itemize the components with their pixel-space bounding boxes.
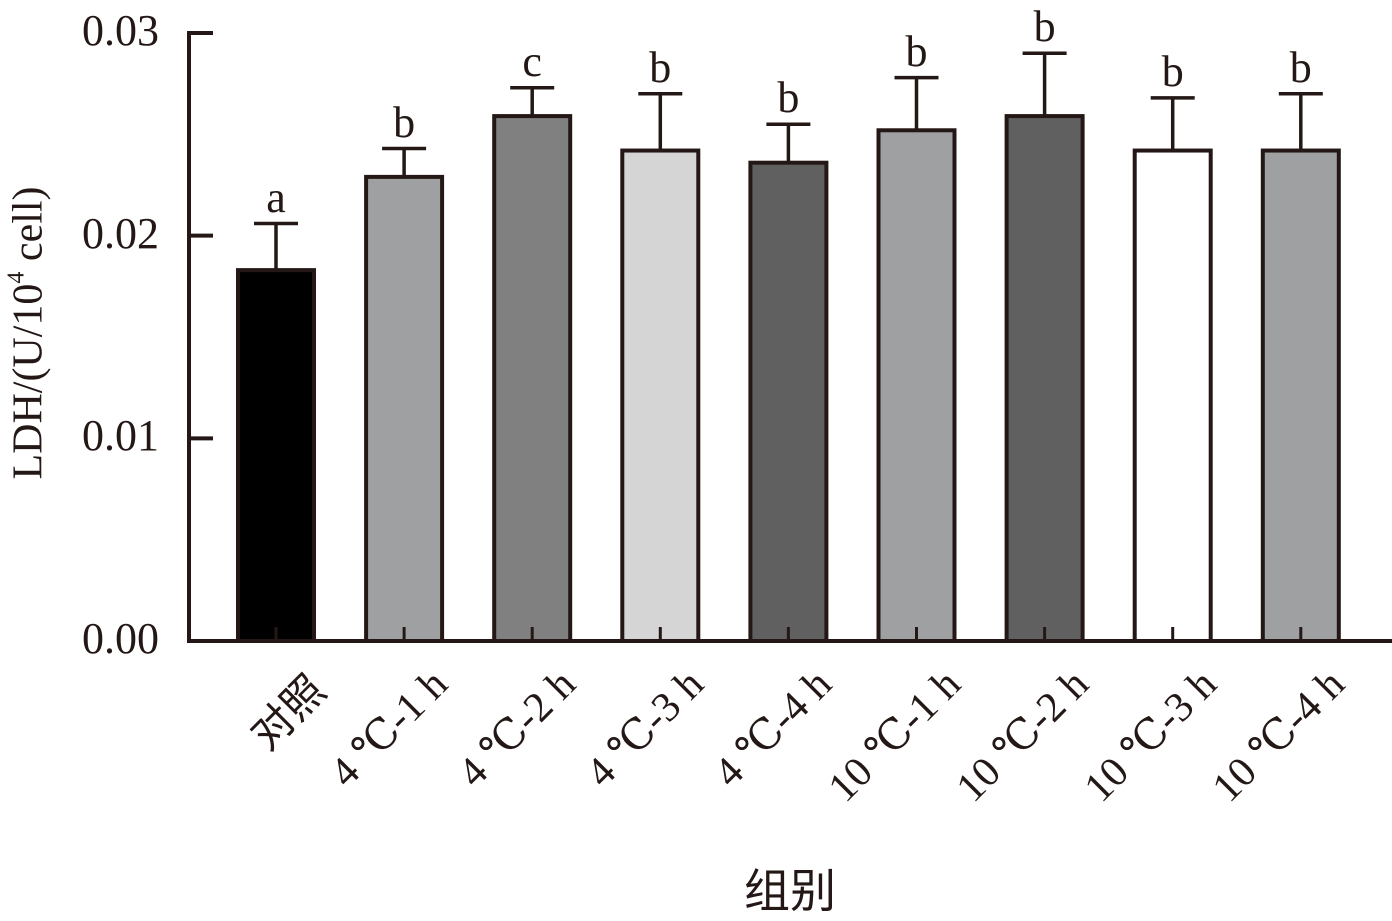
y-axis-title-sup: 4 [3,271,30,284]
bar [364,174,445,643]
x-axis-title: 组别 [744,864,836,918]
significance-letter: b [777,73,800,123]
significance-letter: c [522,36,542,86]
bar [1004,114,1085,644]
significance-letter: a [266,172,286,222]
y-tick-label: 0.02 [82,208,159,258]
bar [236,268,316,643]
bar [1132,148,1213,643]
significance-letter: b [1289,42,1312,92]
bar [876,128,957,643]
bar [748,160,829,643]
bar [620,148,701,643]
y-tick-label: 0.03 [82,6,159,55]
bar [492,114,573,644]
bar [1260,148,1341,643]
significance-letter: b [905,26,928,76]
y-tick-label: 0.00 [82,614,159,663]
significance-letter: b [649,42,672,92]
y-tick-label: 0.01 [82,411,159,461]
significance-letter: b [393,97,416,147]
significance-letter: b [1161,46,1184,96]
significance-letter: b [1033,2,1056,52]
